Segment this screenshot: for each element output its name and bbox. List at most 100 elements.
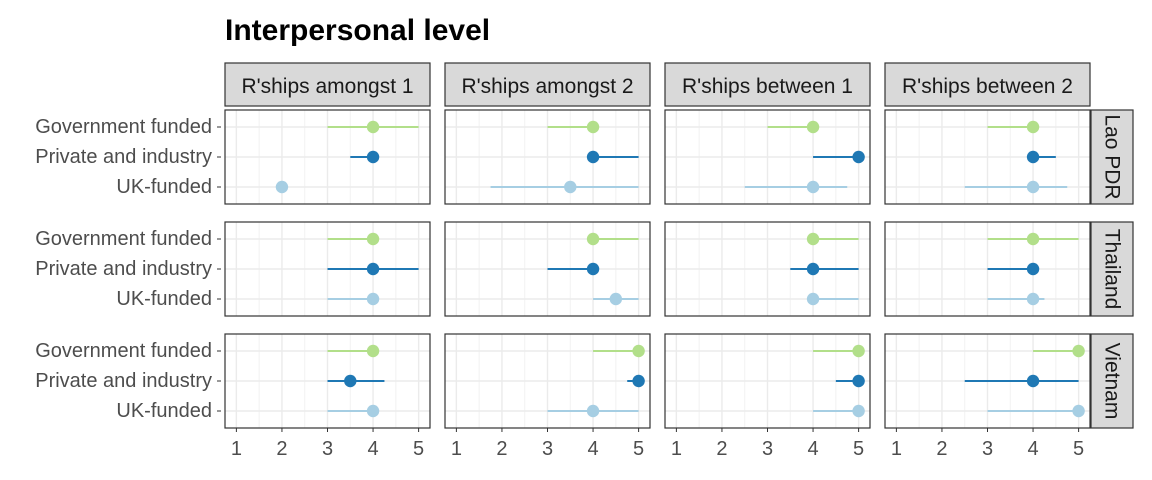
strip-label: Lao PDR [1101,114,1124,199]
x-tick-label: 4 [367,438,378,460]
data-point [1026,120,1040,134]
x-tick-label: 1 [891,438,902,460]
data-point [1026,374,1040,388]
category-label: UK-funded [116,400,212,422]
x-tick-label: 5 [413,438,424,460]
panel-vietnam-r-ships-between-2 [884,333,1091,429]
data-point [366,120,380,134]
panel-thailand-r-ships-between-1 [664,221,871,317]
x-tick-label: 3 [542,438,553,460]
panel-border [884,109,1091,205]
panel-lao-pdr-r-ships-amongst-2 [444,109,651,205]
category-label: UK-funded [116,288,212,310]
strip-label: Vietnam [1101,343,1124,420]
category-label: Private and industry [35,258,212,280]
panel-border [444,109,651,205]
x-tick-label: 4 [1027,438,1038,460]
column-strip-r-ships-between-2: R'ships between 2 [884,62,1091,107]
data-point [564,180,577,194]
x-tick-label: 1 [671,438,682,460]
x-tick-label: 5 [633,438,644,460]
x-tick-label: 1 [231,438,242,460]
panel-vietnam-r-ships-amongst-1 [224,333,431,429]
category-label: Private and industry [35,370,212,392]
data-point [632,374,645,388]
data-point [1072,344,1085,358]
data-point [586,150,600,164]
strip-background [664,62,871,107]
data-point [852,374,865,388]
panel-border [664,221,871,317]
panel-border [224,221,431,317]
x-tick-label: 2 [716,438,727,460]
category-label: Government funded [35,116,212,138]
x-tick-label: 3 [322,438,333,460]
data-point [366,344,380,358]
panel-lao-pdr-r-ships-amongst-1 [224,109,431,205]
category-label: Government funded [35,340,212,362]
panel-vietnam-r-ships-amongst-2 [444,333,651,429]
panel-thailand-r-ships-between-2 [884,221,1091,317]
x-tick-label: 5 [1073,438,1084,460]
data-point [852,404,865,418]
data-point [344,374,357,388]
data-point [366,292,380,306]
x-tick-label: 2 [276,438,287,460]
column-strip-r-ships-between-1: R'ships between 1 [664,62,871,107]
data-point [806,292,820,306]
x-tick-label: 4 [807,438,818,460]
data-point [586,232,600,246]
column-strip-r-ships-amongst-1: R'ships amongst 1 [224,62,431,107]
data-point [586,262,600,276]
strip-background [1090,333,1134,429]
x-tick-label: 2 [496,438,507,460]
data-point [1072,404,1085,418]
data-point [275,180,289,194]
strip-label: R'ships between 2 [902,75,1073,98]
data-point [366,404,380,418]
strip-label: R'ships between 1 [682,75,853,98]
strip-label: R'ships amongst 2 [461,75,633,98]
data-point [806,120,820,134]
data-point [366,232,380,246]
x-tick-label: 4 [587,438,598,460]
data-point [1026,150,1040,164]
data-point [806,232,820,246]
strip-background [1090,109,1134,205]
data-point [1026,232,1040,246]
x-tick-label: 3 [982,438,993,460]
data-point [806,180,820,194]
panel-thailand-r-ships-amongst-2 [444,221,651,317]
strip-background [224,62,431,107]
x-tick-label: 2 [936,438,947,460]
row-strip-lao-pdr: Lao PDR [1090,109,1134,205]
strip-background [1090,221,1134,317]
category-label: Government funded [35,228,212,250]
data-point [806,262,820,276]
chart-body: R'ships amongst 1 R'ships amongst 2 R'ship… [35,62,1134,460]
data-point [609,292,623,306]
data-point [852,150,865,164]
strip-background [884,62,1091,107]
data-point [1026,180,1040,194]
data-point [1026,292,1040,306]
data-point [1026,262,1040,276]
x-tick-label: 5 [853,438,864,460]
row-strip-thailand: Thailand [1090,221,1134,317]
data-point [632,344,645,358]
category-label: UK-funded [116,176,212,198]
row-strip-vietnam: Vietnam [1090,333,1134,429]
data-point [586,120,600,134]
data-point [366,262,380,276]
strip-background [444,62,651,107]
panel-border [664,109,871,205]
data-point [586,404,600,418]
data-point [852,344,865,358]
strip-label: Thailand [1101,229,1124,310]
chart-title: Interpersonal level [225,14,490,47]
x-tick-label: 1 [451,438,462,460]
panel-border [444,221,651,317]
panel-lao-pdr-r-ships-between-2 [884,109,1091,205]
x-tick-label: 3 [762,438,773,460]
